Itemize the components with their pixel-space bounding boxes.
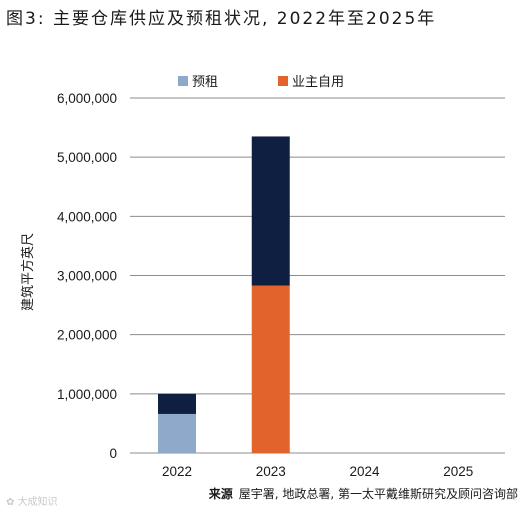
- legend-label: 预租: [192, 75, 218, 90]
- source-text: 屋宇署, 地政总署, 第一太平戴维斯研究及顾问咨询部: [238, 487, 518, 501]
- chart-title: 图3: 主要仓库供应及预租状况, 2022年至2025年: [6, 9, 437, 29]
- legend-label: 业主自用: [292, 75, 344, 90]
- y-tick-label: 2,000,000: [57, 328, 117, 343]
- y-axis-label: 建筑平方英尺: [20, 233, 36, 311]
- y-tick-label: 4,000,000: [57, 209, 117, 224]
- bar-segment: [158, 413, 196, 453]
- bar-segment: [251, 285, 290, 453]
- bars: [158, 136, 290, 453]
- source-label: 来源: [208, 487, 233, 501]
- y-axis: 0 1,000,000 2,000,000 3,000,000 4,000,000 5,0…: [57, 91, 505, 461]
- legend-swatch: [278, 76, 288, 86]
- x-tick-label: 2025: [443, 464, 473, 479]
- legend: 预租 业主自用: [178, 75, 344, 90]
- watermark-text: 大成知识: [17, 497, 58, 508]
- y-tick-label: 6,000,000: [57, 91, 117, 106]
- y-tick-label: 1,000,000: [57, 387, 117, 402]
- x-tick-label: 2022: [162, 464, 192, 479]
- bar-segment: [251, 136, 290, 286]
- watermark: ✿ 大成知识: [6, 493, 58, 508]
- x-tick-label: 2024: [349, 464, 380, 479]
- legend-swatch: [178, 76, 188, 86]
- watermark-icon: ✿: [6, 497, 18, 508]
- x-axis: 2022 2023 2024 2025: [162, 464, 473, 479]
- x-tick-label: 2023: [256, 464, 286, 479]
- bar-segment: [158, 393, 196, 414]
- y-tick-label: 5,000,000: [57, 150, 117, 165]
- source-note: 来源 屋宇署, 地政总署, 第一太平戴维斯研究及顾问咨询部: [209, 485, 518, 502]
- y-tick-label: 3,000,000: [57, 269, 117, 284]
- y-tick-label: 0: [109, 446, 117, 461]
